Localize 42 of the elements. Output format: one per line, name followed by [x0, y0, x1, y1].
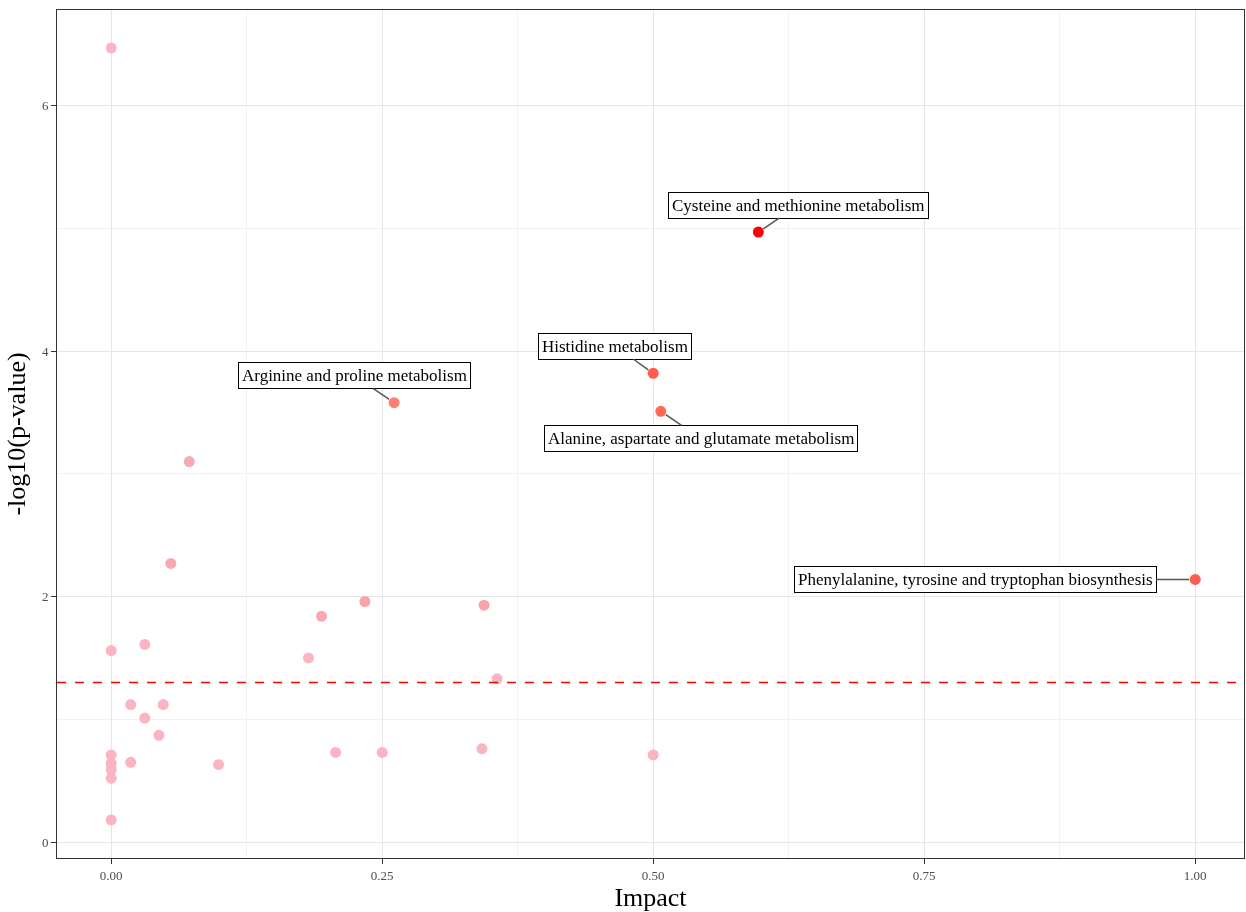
- point: [647, 749, 659, 761]
- point: [157, 699, 169, 711]
- point: [1189, 573, 1201, 585]
- point: [491, 673, 503, 685]
- x-tick-label: 0.00: [99, 867, 123, 883]
- point: [655, 405, 667, 417]
- point: [476, 743, 488, 755]
- point: [376, 746, 388, 758]
- point: [153, 729, 165, 741]
- x-tick-label: 0.25: [370, 867, 394, 883]
- x-tick-label: 0.75: [912, 867, 936, 883]
- y-tick-label: 0: [41, 834, 49, 850]
- point: [388, 397, 400, 409]
- annotation: Histidine metabolism: [542, 337, 688, 356]
- annotation: Phenylalanine, tyrosine and tryptophan biosynthesis: [798, 570, 1153, 589]
- point: [125, 756, 137, 768]
- x-tick-label: 1.00: [1183, 867, 1207, 883]
- point: [105, 42, 117, 54]
- point: [139, 712, 151, 724]
- y-tick-label: 6: [41, 98, 49, 114]
- y-tick-label: 2: [41, 589, 49, 605]
- point: [647, 367, 659, 379]
- point: [105, 814, 117, 826]
- annotation: Cysteine and methionine metabolism: [672, 196, 925, 215]
- point: [359, 596, 371, 608]
- point: [330, 746, 342, 758]
- point: [139, 638, 151, 650]
- point: [125, 699, 137, 711]
- point: [478, 599, 490, 611]
- x-tick-label: 0.50: [641, 867, 665, 883]
- point: [213, 759, 225, 771]
- point: [105, 645, 117, 657]
- point: [302, 652, 314, 664]
- point: [752, 226, 764, 238]
- point: [165, 557, 177, 569]
- x-axis-title: Impact: [614, 883, 688, 912]
- y-tick-label: 4: [41, 343, 49, 359]
- point: [183, 456, 195, 468]
- y-axis-title: -log10(p-value): [2, 352, 32, 516]
- annotation: Arginine and proline metabolism: [242, 366, 467, 385]
- annotation: Alanine, aspartate and glutamate metabolism: [548, 429, 855, 448]
- point: [316, 610, 327, 622]
